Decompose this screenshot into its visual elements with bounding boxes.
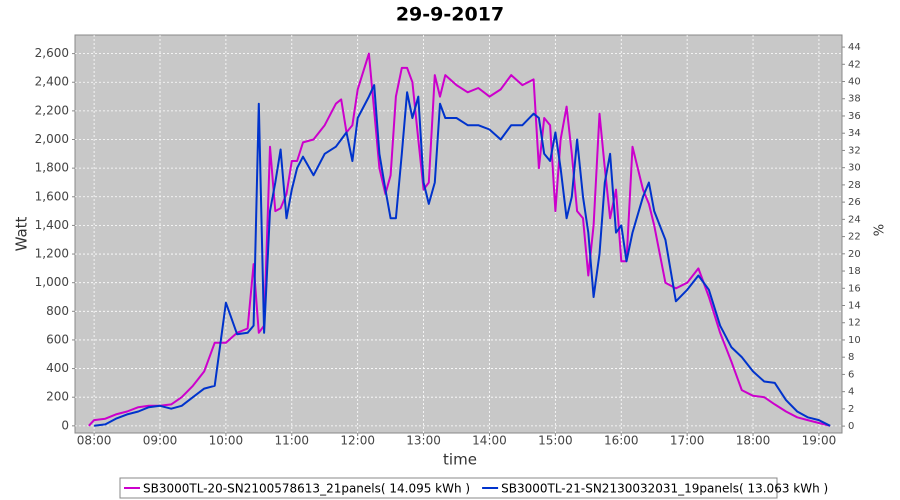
y-tick-label: 1,400 — [35, 218, 69, 232]
chart-title: 29-9-2017 — [396, 4, 504, 26]
y2-tick-label: 18 — [848, 266, 861, 277]
y2-tick-label: 28 — [848, 180, 861, 191]
y2-tick-label: 4 — [848, 387, 854, 398]
y2-tick-label: 42 — [848, 59, 861, 70]
x-tick-label: 11:00 — [274, 434, 309, 448]
legend — [119, 477, 778, 499]
x-tick-label: 08:00 — [77, 434, 112, 448]
y2-tick-label: 20 — [848, 249, 861, 260]
y2-tick-label: 36 — [848, 111, 861, 122]
y-tick-label: 1,600 — [35, 189, 69, 203]
y-tick-label: 800 — [46, 304, 69, 318]
series-line — [93, 84, 831, 427]
y-tick-label: 0 — [61, 418, 69, 432]
x-tick-label: 09:00 — [143, 434, 178, 448]
y2-axis-label: % — [873, 224, 888, 236]
y2-tick-label: 22 — [848, 232, 861, 243]
x-tick-label: 17:00 — [670, 434, 705, 448]
y-tick-label: 2,200 — [35, 103, 69, 117]
x-tick-label: 10:00 — [209, 434, 244, 448]
x-tick-label: 15:00 — [538, 434, 573, 448]
y2-tick-label: 38 — [848, 94, 861, 105]
y2-tick-label: 40 — [848, 77, 861, 88]
y-tick-label: 1,000 — [35, 275, 69, 289]
y2-tick-label: 6 — [848, 369, 854, 380]
y-tick-label: 400 — [46, 361, 69, 375]
y2-tick-label: 26 — [848, 197, 861, 208]
x-tick-label: 16:00 — [604, 434, 639, 448]
y2-tick-label: 24 — [848, 214, 861, 225]
series-line — [88, 52, 831, 427]
y2-tick-label: 12 — [848, 318, 861, 329]
y2-tick-label: 8 — [848, 352, 854, 363]
y2-tick-label: 14 — [848, 301, 861, 312]
legend-label: SB3000TL-21-SN2130032031_19panels( 13.06… — [501, 482, 828, 496]
y-tick-label: 1,200 — [35, 247, 69, 261]
x-tick-label: 14:00 — [472, 434, 507, 448]
x-tick-label: 13:00 — [406, 434, 441, 448]
y-tick-label: 200 — [46, 390, 69, 404]
y-tick-label: 600 — [46, 332, 69, 346]
y2-tick-label: 32 — [848, 145, 861, 156]
y2-tick-label: 10 — [848, 335, 861, 346]
y2-tick-label: 34 — [848, 128, 861, 139]
x-tick-label: 18:00 — [736, 434, 771, 448]
y-tick-label: 2,400 — [35, 75, 69, 89]
legend-label: SB3000TL-20-SN2100578613_21panels( 14.09… — [143, 482, 470, 496]
x-axis-label: time — [443, 451, 477, 469]
y2-tick-label: 16 — [848, 283, 861, 294]
y2-tick-label: 2 — [848, 404, 854, 415]
y-axis-label: Watt — [13, 216, 31, 251]
x-tick-label: 19:00 — [802, 434, 837, 448]
y2-tick-label: 0 — [848, 421, 854, 432]
plot-area — [74, 34, 843, 434]
y-tick-label: 2,000 — [35, 132, 69, 146]
y-tick-label: 1,800 — [35, 161, 69, 175]
y2-tick-label: 44 — [848, 42, 861, 53]
x-tick-label: 12:00 — [340, 434, 375, 448]
y-tick-label: 2,600 — [35, 46, 69, 60]
y2-tick-label: 30 — [848, 163, 861, 174]
